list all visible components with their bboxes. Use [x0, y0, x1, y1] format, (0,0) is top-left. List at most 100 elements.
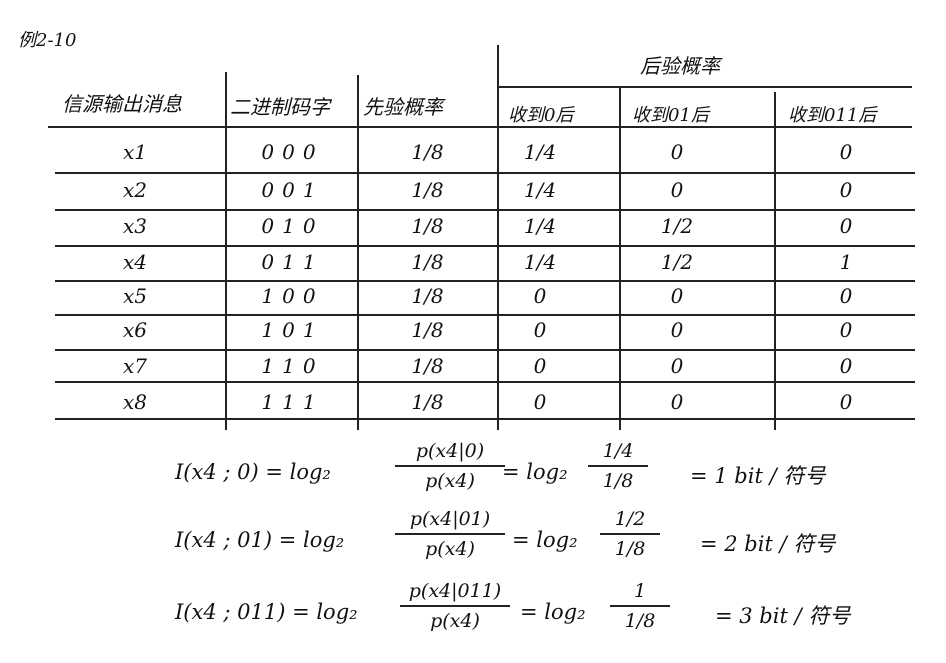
divider [774, 92, 776, 430]
cell-prior: 1/8 [411, 250, 444, 274]
formula-result: = 3 bit / 符号 [715, 600, 850, 630]
cell-p011: 0 [839, 318, 853, 342]
formula-mid: = log₂ [512, 528, 578, 552]
cell-prior: 1/8 [411, 140, 444, 164]
header-line [48, 126, 912, 128]
header-after-0: 收到0后 [508, 105, 574, 126]
formula-1: I(x4 ; 0) = log₂ [175, 460, 331, 484]
denominator: 1/8 [602, 470, 634, 492]
formula-3: I(x4 ; 011) = log₂ [175, 600, 358, 624]
cell-p0: 0 [533, 284, 547, 308]
cell-code: 000 [261, 140, 324, 164]
denominator: p(x4) [430, 610, 480, 632]
cell-p0: 1/4 [523, 140, 557, 164]
row-line [55, 172, 915, 174]
divider [357, 75, 359, 430]
numerator: 1/2 [614, 508, 646, 530]
cell-p01: 0 [670, 390, 684, 414]
cell-x: x3 [122, 214, 147, 238]
fraction: p(x4|01) p(x4) [395, 508, 505, 560]
row-line [55, 209, 915, 211]
cell-x: x7 [122, 354, 147, 378]
header-source: 信源输出消息 [62, 92, 182, 116]
row-line [55, 349, 915, 351]
cell-p011: 0 [839, 140, 853, 164]
formula-result: = 2 bit / 符号 [700, 528, 835, 558]
cell-x: x6 [122, 318, 147, 342]
cell-p011: 0 [839, 390, 853, 414]
formula-mid: = log₂ [520, 600, 586, 624]
cell-code: 010 [261, 214, 324, 238]
header-after-011: 收到011后 [788, 105, 877, 126]
cell-p01: 0 [670, 178, 684, 202]
cell-prior: 1/8 [411, 390, 444, 414]
cell-x: x2 [122, 178, 147, 202]
example-label: 例2-10 [18, 30, 77, 51]
cell-p0: 1/4 [523, 250, 557, 274]
numerator: p(x4|0) [415, 440, 485, 462]
divider [497, 86, 912, 88]
cell-prior: 1/8 [411, 284, 444, 308]
cell-code: 111 [261, 390, 324, 414]
cell-p0: 0 [533, 318, 547, 342]
fraction: p(x4|0) p(x4) [395, 440, 505, 492]
cell-x: x8 [122, 390, 147, 414]
formula-result: = 3 bit / 符号 [715, 604, 851, 628]
cell-code: 001 [261, 178, 324, 202]
fraction: 1 1/8 [610, 580, 670, 632]
formula-mid: = log₂ [502, 460, 568, 484]
fraction: p(x4|011) p(x4) [400, 580, 510, 632]
cell-prior: 1/8 [411, 318, 444, 342]
cell-prior: 1/8 [411, 354, 444, 378]
divider [497, 45, 499, 430]
row-line [55, 381, 915, 383]
cell-x: x1 [122, 140, 147, 164]
numerator: 1/4 [602, 440, 634, 462]
cell-p01: 0 [670, 354, 684, 378]
cell-p0: 0 [533, 390, 547, 414]
divider [225, 72, 227, 430]
row-line [55, 418, 915, 420]
numerator: 1 [633, 580, 647, 602]
denominator: 1/8 [624, 610, 656, 632]
cell-p01: 0 [670, 318, 684, 342]
denominator: p(x4) [425, 470, 475, 492]
fraction: 1/2 1/8 [600, 508, 660, 560]
cell-p011: 1 [839, 250, 853, 274]
formula-lhs: I(x4 ; 0) = log₂ [175, 460, 331, 484]
cell-p01: 1/2 [660, 214, 694, 238]
cell-p011: 0 [839, 214, 853, 238]
formula-mid: = log₂ [512, 528, 578, 552]
header-after-01: 收到01后 [632, 105, 709, 126]
cell-p01: 1/2 [660, 250, 694, 274]
cell-code: 011 [261, 250, 324, 274]
fraction: 1/4 1/8 [588, 440, 648, 492]
numerator: p(x4|01) [409, 508, 491, 530]
formula-result: = 1 bit / 符号 [690, 464, 826, 488]
cell-x: x4 [122, 250, 147, 274]
row-line [55, 280, 915, 282]
header-prior: 先验概率 [363, 95, 443, 119]
formula-lhs: I(x4 ; 011) = log₂ [175, 600, 358, 624]
formula-mid: = log₂ [502, 460, 568, 484]
denominator: 1/8 [614, 538, 646, 560]
cell-code: 110 [261, 354, 324, 378]
divider [619, 88, 621, 430]
cell-x: x5 [122, 284, 147, 308]
denominator: p(x4) [425, 538, 475, 560]
cell-p011: 0 [839, 178, 853, 202]
formula-2: I(x4 ; 01) = log₂ [175, 528, 344, 552]
formula-result: = 1 bit / 符号 [690, 460, 825, 490]
cell-p01: 0 [670, 140, 684, 164]
cell-code: 101 [261, 318, 324, 342]
row-line [55, 245, 915, 247]
cell-prior: 1/8 [411, 178, 444, 202]
header-code: 二进制码字 [230, 95, 330, 119]
formula-lhs: I(x4 ; 01) = log₂ [175, 528, 345, 552]
cell-code: 100 [261, 284, 324, 308]
cell-p011: 0 [839, 284, 853, 308]
cell-p011: 0 [839, 354, 853, 378]
cell-p01: 0 [670, 284, 684, 308]
numerator: p(x4|011) [408, 580, 502, 602]
